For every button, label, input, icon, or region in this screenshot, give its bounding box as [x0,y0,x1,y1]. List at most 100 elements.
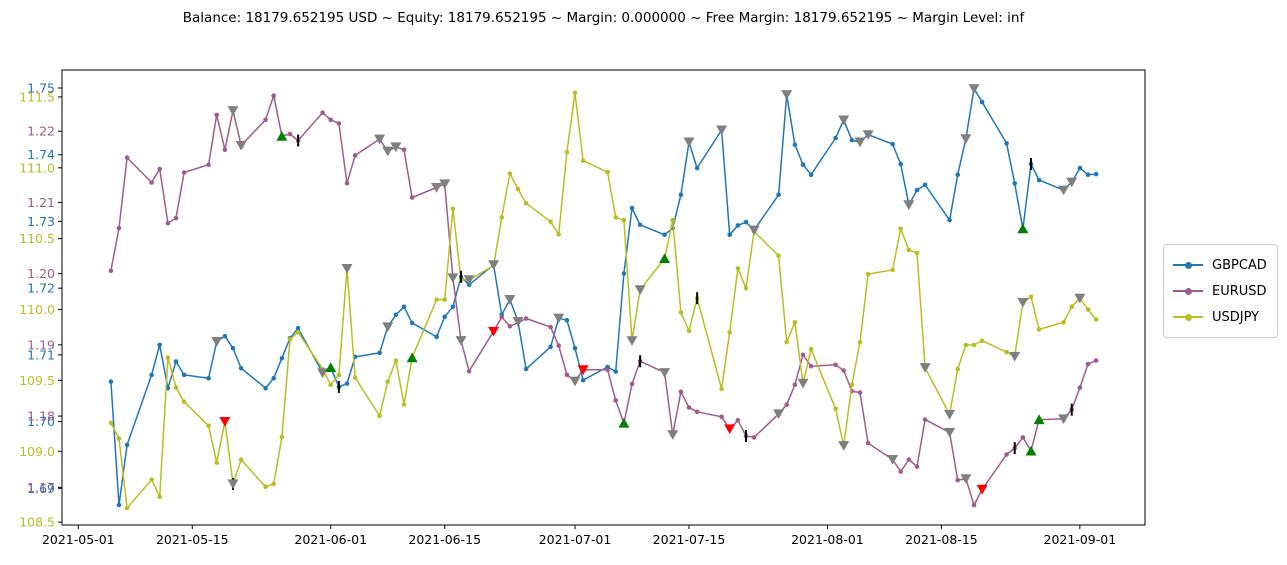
legend-dot [1185,287,1192,295]
marker-triangle-down-gray [447,273,459,284]
data-point-USDJPY [914,250,920,256]
marker-triangle-down-gray [341,263,353,274]
data-point-GBPCAD [637,222,643,228]
data-point-USDJPY [181,399,187,405]
data-point-EURUSD [719,414,724,420]
data-point-USDJPY [564,149,570,155]
data-point-EURUSD [165,220,171,226]
data-point-GBPCAD [149,372,154,378]
data-point-GBPCAD [776,192,781,198]
data-point-GBPCAD [108,379,114,384]
data-point-EURUSD [271,93,277,98]
data-point-USDJPY [238,457,244,463]
data-point-GBPCAD [694,165,700,171]
data-point-USDJPY [1069,304,1074,310]
data-point-GBPCAD [890,141,895,147]
legend-item-USDJPY: USDJPY [1173,304,1267,330]
marker-triangle-down-gray [748,225,760,236]
x-tick-label: 2021-07-01 [539,532,612,547]
data-point-USDJPY [735,266,741,271]
marker-triangle-down-gray [968,84,980,94]
marker-triangle-up-green [406,352,418,363]
data-point-EURUSD [222,147,228,152]
data-point-GBPCAD [1085,172,1091,177]
data-point-GBPCAD [401,304,407,310]
marker-triangle-down-red [219,417,231,427]
marker-triangle-up-green [1017,223,1029,234]
legend-line-sample [1173,287,1203,295]
data-point-USDJPY [743,286,749,291]
marker-triangle-down-gray [919,363,931,373]
data-point-EURUSD [523,316,529,321]
data-point-EURUSD [124,155,130,160]
series-line-GBPCAD [110,87,1097,506]
marker-triangle-down-gray [1017,297,1029,308]
marker-triangle-up-green [276,131,288,141]
data-point-EURUSD [214,112,219,118]
marker-triangle-down-gray [235,140,247,151]
data-point-EURUSD [409,195,415,200]
data-point-GBPCAD [613,369,618,374]
data-point-EURUSD [792,382,798,388]
x-tick-label: 2021-09-01 [1044,532,1117,547]
data-point-USDJPY [719,386,724,392]
data-point-GBPCAD [727,232,732,238]
marker-triangle-down-gray [716,125,728,136]
marker-triangle-up-green [1025,445,1037,456]
legend-label-GBPCAD: GBPCAD [1212,257,1267,273]
marker-triangle-up-green [325,362,337,373]
data-point-USDJPY [670,217,675,223]
data-point-GBPCAD [621,271,627,276]
data-point-EURUSD [751,435,757,440]
data-point-GBPCAD [523,366,529,372]
marker-triangle-down-gray [569,376,581,387]
data-point-USDJPY [442,297,448,302]
data-point-USDJPY [833,406,838,412]
data-point-EURUSD [320,110,325,115]
marker-triangle-down-gray [838,441,850,451]
data-point-USDJPY [279,434,285,440]
y-tick-label-USDJPY: 108.5 [19,515,55,530]
data-point-USDJPY [1036,327,1042,332]
data-point-GBPCAD [222,333,228,339]
data-point-GBPCAD [914,187,920,193]
marker-triangle-down-gray [903,200,915,210]
legend-dot [1185,261,1192,269]
x-tick-label: 2021-07-15 [653,532,726,547]
data-point-USDJPY [792,320,798,325]
figure-title: Balance: 18179.652195 USD ~ Equity: 1817… [182,10,1025,26]
data-point-EURUSD [1020,435,1026,440]
data-point-GBPCAD [1012,181,1017,186]
data-point-USDJPY [906,247,912,253]
data-point-USDJPY [271,481,277,487]
marker-vline-black [639,355,642,368]
data-point-USDJPY [776,253,781,258]
data-point-EURUSD [841,368,846,373]
data-point-USDJPY [434,297,439,302]
data-point-USDJPY [890,267,895,273]
data-point-USDJPY [580,158,586,163]
data-point-EURUSD [694,409,700,415]
marker-triangle-down-red [577,365,589,375]
data-point-GBPCAD [295,325,301,331]
data-point-USDJPY [1004,349,1009,355]
data-point-EURUSD [173,215,179,221]
marker-triangle-down-gray [773,409,785,420]
y-tick-label-USDJPY: 110.5 [19,231,55,246]
data-point-USDJPY [108,420,114,426]
data-point-USDJPY [1028,294,1034,300]
marker-triangle-up-green [659,253,671,264]
x-tick-label: 2021-08-01 [791,532,864,547]
data-point-USDJPY [613,215,618,220]
marker-triangle-down-gray [626,336,638,346]
y-tick-label-USDJPY: 110.0 [19,302,55,317]
marker-triangle-down-gray [512,317,524,327]
data-point-EURUSD [613,398,618,403]
data-point-EURUSD [181,170,187,175]
legend-line-sample [1173,313,1203,321]
marker-triangle-up-green [618,417,630,428]
data-point-EURUSD [1004,452,1009,457]
data-point-USDJPY [605,169,610,175]
